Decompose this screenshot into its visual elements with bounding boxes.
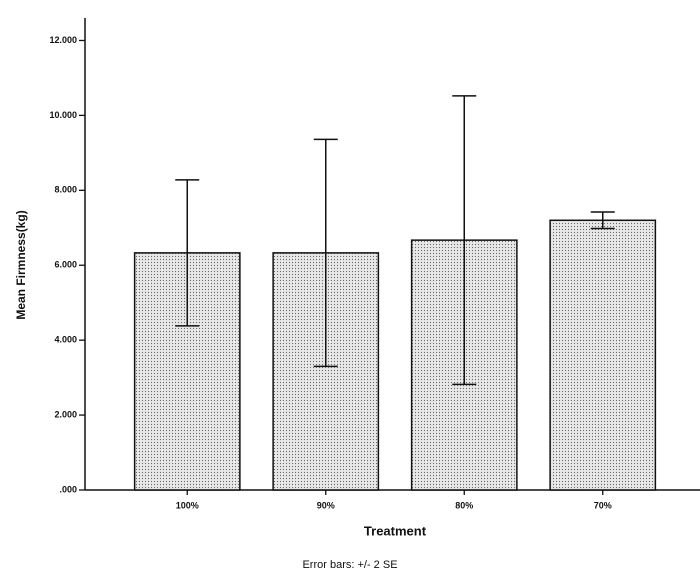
- x-tick-label: 100%: [176, 500, 199, 510]
- y-tick-label: 6.000: [54, 260, 77, 270]
- footnote: Error bars: +/- 2 SE: [302, 559, 397, 571]
- y-tick-label: 2.000: [54, 409, 77, 419]
- x-tick-label: 70%: [594, 500, 612, 510]
- x-tick-label: 80%: [455, 500, 473, 510]
- y-tick-label: 10.000: [49, 110, 77, 120]
- error-bar: [452, 95, 477, 386]
- y-tick-label: 4.000: [54, 335, 77, 345]
- y-tick-label: 8.000: [54, 185, 77, 195]
- error-bar: [175, 179, 200, 327]
- y-tick-label: 12.000: [49, 35, 77, 45]
- x-tick-label: 90%: [317, 500, 335, 510]
- y-tick-label: .000: [59, 484, 77, 494]
- x-axis-label: Treatment: [364, 523, 427, 538]
- y-axis-label: Mean Firmness(kg): [14, 210, 28, 319]
- error-bar: [313, 138, 338, 368]
- error-bar: [590, 211, 615, 230]
- bar: [549, 219, 657, 491]
